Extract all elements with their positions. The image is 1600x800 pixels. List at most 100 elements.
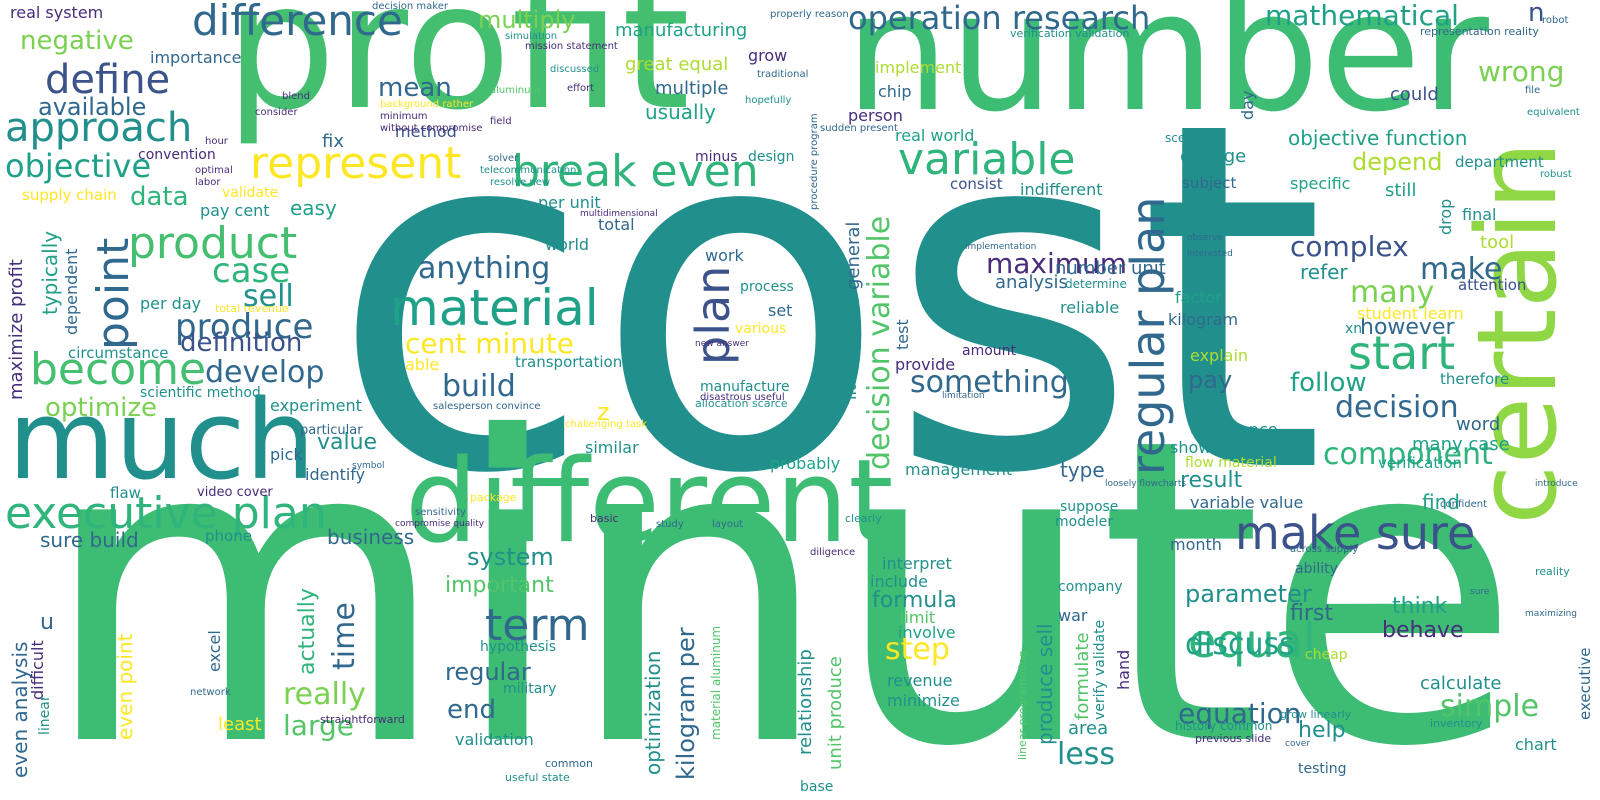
word-previous-slide: previous slide: [1195, 732, 1272, 745]
word-follow: follow: [1290, 368, 1367, 398]
word-area: area: [1068, 718, 1109, 739]
word-decision-variable: decision variable: [862, 215, 897, 470]
word-difference: difference: [192, 0, 403, 45]
word-usually: usually: [645, 100, 716, 124]
word-revenue: revenue: [887, 671, 953, 690]
word-salesperson-convince: salesperson convince: [433, 401, 541, 412]
word-easy: easy: [290, 196, 337, 220]
word-company: company: [1058, 579, 1123, 595]
word-diligence: diligence: [810, 547, 856, 558]
word-minimize: minimize: [887, 691, 960, 710]
word-total-revenue: total revenue: [215, 302, 289, 315]
word-case: case: [212, 251, 291, 291]
word-hour: hour: [205, 136, 228, 147]
word-change: change: [1180, 146, 1247, 167]
word-kilogram-per: kilogram per: [672, 627, 700, 780]
word-flow-material: flow material: [1185, 455, 1277, 471]
word-minus: minus: [695, 149, 738, 165]
word-wrong: wrong: [1478, 55, 1565, 88]
word-specific: specific: [1290, 174, 1351, 193]
word-available: available: [38, 93, 147, 121]
word-time: time: [327, 602, 362, 670]
word-importance: importance: [150, 48, 242, 67]
word-per-unit: per unit: [538, 193, 601, 212]
word-optimize: optimize: [45, 393, 158, 423]
word-u: u: [40, 610, 54, 635]
word-file: file: [1525, 85, 1541, 96]
word-study: study: [656, 519, 684, 530]
word-confident: confident: [1440, 499, 1488, 510]
word-involve: involve: [898, 623, 956, 642]
word-day: day: [1238, 90, 1257, 120]
word-symbol: symbol: [352, 461, 385, 471]
word-material: material: [390, 279, 599, 337]
word-world: world: [545, 235, 590, 254]
word-executive: executive: [1576, 647, 1594, 720]
word-negative: negative: [20, 26, 134, 56]
word-formula: formula: [872, 588, 957, 613]
word-discuss: discuss: [1185, 627, 1295, 662]
word-decision: decision: [1335, 390, 1459, 425]
word-base: base: [800, 779, 834, 795]
word-convention: convention: [138, 147, 216, 163]
word-confidence: confidence: [1190, 420, 1278, 439]
word-multiply: multiply: [478, 6, 576, 34]
word-layout: layout: [712, 519, 744, 530]
word-final: final: [1462, 205, 1497, 224]
word-straightforward: straightforward: [320, 713, 405, 726]
word-many: many: [1350, 275, 1435, 310]
word-pick: pick: [270, 445, 303, 464]
word-limit: limit: [900, 608, 936, 627]
word-procedure-program: procedure program: [809, 113, 820, 210]
word-linear: linear: [37, 695, 53, 735]
word-define: define: [45, 57, 171, 103]
word-value: value: [317, 430, 378, 455]
word-manufacture: manufacture: [700, 379, 790, 395]
word-make-sure: make sure: [1235, 506, 1476, 560]
word-important: important: [445, 573, 554, 598]
word-many-case: many case: [1412, 434, 1510, 455]
word-represent: represent: [250, 138, 462, 189]
word-objective-function: objective function: [1288, 126, 1468, 150]
word-operation-research: operation research: [848, 0, 1151, 37]
word-test: test: [893, 319, 912, 350]
word-first: first: [1290, 601, 1333, 626]
word-think: think: [1392, 594, 1448, 619]
word-department: department: [1455, 153, 1544, 171]
word-month: month: [1170, 535, 1222, 554]
word-hand: hand: [1114, 649, 1133, 690]
word-material-aluminum: material aluminum: [709, 625, 723, 740]
word-particular: particular: [300, 423, 363, 438]
word-number-unit: number unit: [1055, 258, 1166, 279]
word-supply-chain: supply chain: [22, 186, 117, 204]
word-video-cover: video cover: [197, 485, 273, 500]
word-blend: blend: [282, 91, 310, 102]
word-develop: develop: [205, 355, 325, 390]
word-design: design: [748, 149, 795, 165]
word-suppose: suppose: [1060, 499, 1119, 515]
word-anything: anything: [418, 251, 551, 286]
word-probably: probably: [770, 454, 841, 473]
word-amount: amount: [962, 343, 1017, 359]
word-something: something: [910, 365, 1069, 400]
word-optimization: optimization: [641, 650, 665, 775]
word-useful-state: useful state: [505, 771, 570, 784]
word-indifferent: indifferent: [1020, 180, 1103, 199]
word-even-analysis: even analysis: [8, 641, 32, 778]
word-reliable: reliable: [1060, 298, 1120, 317]
word-new-answer: new answer: [695, 339, 749, 349]
word-behave: behave: [1382, 618, 1464, 643]
word-hypothesis: hypothesis: [480, 639, 557, 655]
word-war: war: [1058, 606, 1088, 625]
word-xn: xn: [1345, 321, 1363, 337]
word-properly-reason: properly reason: [770, 9, 849, 20]
word-find: find: [1422, 490, 1460, 514]
word-interested: interested: [1187, 249, 1233, 259]
word-chip: chip: [878, 82, 912, 101]
word-attention: attention: [1458, 276, 1527, 294]
word-cheap: cheap: [1305, 647, 1348, 663]
word-maximize-profit: maximize profit: [6, 259, 27, 400]
word-number: number: [845, 0, 1489, 148]
word-modeler: modeler: [1055, 514, 1113, 530]
